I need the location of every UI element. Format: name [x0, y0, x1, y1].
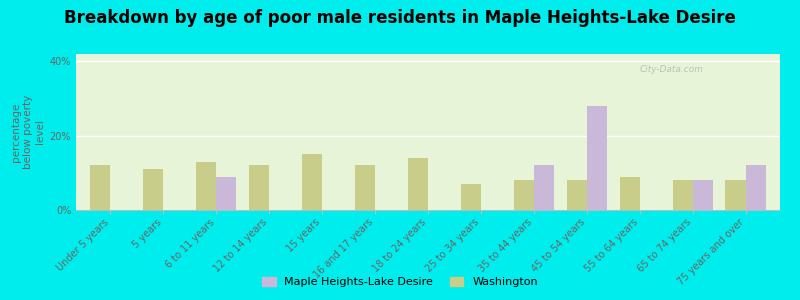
Bar: [566, 180, 586, 210]
Bar: [216, 177, 236, 210]
Bar: [461, 184, 481, 210]
Bar: [693, 180, 713, 210]
Bar: [90, 165, 110, 210]
Bar: [196, 162, 216, 210]
Bar: [586, 106, 607, 210]
Bar: [534, 165, 554, 210]
Text: Breakdown by age of poor male residents in Maple Heights-Lake Desire: Breakdown by age of poor male residents …: [64, 9, 736, 27]
Bar: [514, 180, 534, 210]
Bar: [408, 158, 428, 210]
Y-axis label: percentage
below poverty
level: percentage below poverty level: [10, 95, 46, 169]
Bar: [249, 165, 270, 210]
Bar: [355, 165, 375, 210]
Bar: [673, 180, 693, 210]
Bar: [620, 177, 640, 210]
Bar: [726, 180, 746, 210]
Bar: [143, 169, 163, 210]
Bar: [746, 165, 766, 210]
Bar: [302, 154, 322, 210]
Legend: Maple Heights-Lake Desire, Washington: Maple Heights-Lake Desire, Washington: [258, 272, 542, 291]
Text: City-Data.com: City-Data.com: [640, 65, 704, 74]
